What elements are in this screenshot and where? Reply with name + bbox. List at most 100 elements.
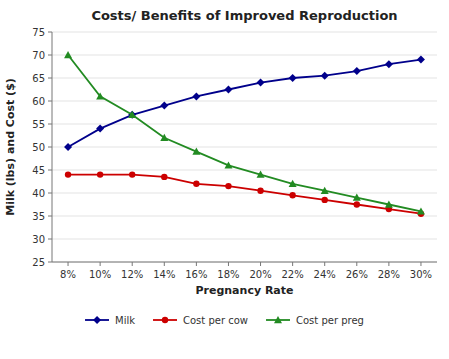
y-tick <box>48 170 52 171</box>
point <box>225 183 231 189</box>
series-group <box>64 51 425 217</box>
point <box>224 161 232 168</box>
point <box>161 174 167 180</box>
grid-line <box>52 216 437 217</box>
y-tick <box>48 239 52 240</box>
legend-label: Cost per cow <box>183 315 248 326</box>
point <box>353 67 361 75</box>
legend-label: Milk <box>115 315 135 326</box>
x-tick <box>324 262 325 266</box>
grid-line <box>52 147 437 148</box>
point <box>64 143 72 151</box>
point <box>160 134 168 141</box>
point <box>417 56 425 64</box>
x-tick-label: 18% <box>217 269 239 280</box>
x-tick-label: 10% <box>89 269 111 280</box>
y-ticks: 2530354045505560657075 <box>32 27 52 268</box>
y-tick-label: 25 <box>32 257 45 268</box>
y-tick <box>48 262 52 263</box>
point <box>96 92 104 99</box>
y-tick-label: 60 <box>32 96 45 107</box>
point <box>192 92 200 100</box>
point <box>385 201 393 208</box>
point <box>128 111 136 118</box>
legend-item: Cost per preg <box>266 315 364 326</box>
point <box>353 194 361 201</box>
y-tick-label: 75 <box>32 27 45 38</box>
point <box>96 125 104 133</box>
x-tick-label: 22% <box>282 269 304 280</box>
grid-line <box>52 193 437 194</box>
x-tick <box>68 262 69 266</box>
y-axis-label: Milk (lbs) and Cost ($) <box>4 78 17 216</box>
x-tick <box>292 262 293 266</box>
point <box>417 207 425 214</box>
point <box>289 74 297 82</box>
y-tick <box>48 147 52 148</box>
point <box>128 111 136 119</box>
y-tick-label: 50 <box>32 142 45 153</box>
legend-item: Cost per cow <box>153 315 248 326</box>
x-tick-label: 30% <box>410 269 432 280</box>
x-tick <box>228 262 229 266</box>
point <box>64 51 72 58</box>
series <box>64 51 425 215</box>
line <box>68 175 421 214</box>
x-tick <box>196 262 197 266</box>
point <box>289 192 295 198</box>
series <box>65 171 424 216</box>
series <box>64 56 425 151</box>
x-tick-label: 26% <box>346 269 368 280</box>
point <box>321 72 329 80</box>
x-tick-label: 14% <box>153 269 175 280</box>
grid-line <box>52 55 437 56</box>
y-tick <box>48 55 52 56</box>
line <box>68 60 421 147</box>
legend-marker <box>274 316 282 323</box>
y-tick-label: 55 <box>32 119 45 130</box>
point <box>97 171 103 177</box>
x-tick <box>388 262 389 266</box>
point <box>257 188 263 194</box>
x-tick-label: 16% <box>185 269 207 280</box>
grid <box>52 32 437 262</box>
x-tick <box>356 262 357 266</box>
grid-line <box>52 78 437 79</box>
grid-line <box>52 32 437 33</box>
y-tick <box>48 216 52 217</box>
x-tick-label: 28% <box>378 269 400 280</box>
title: Costs/ Benefits of Improved Reproduction <box>91 8 397 23</box>
x-axis-label: Pregnancy Rate <box>195 284 293 297</box>
y-tick-label: 65 <box>32 73 45 84</box>
x-ticks: 8%10%12%14%16%18%20%22%24%26%28%30% <box>60 262 432 280</box>
y-tick <box>48 101 52 102</box>
legend-marker <box>162 317 168 323</box>
y-tick-label: 70 <box>32 50 45 61</box>
point <box>321 187 329 194</box>
point <box>192 148 200 155</box>
point <box>257 79 265 87</box>
y-tick <box>48 78 52 79</box>
x-tick <box>260 262 261 266</box>
chart: Costs/ Benefits of Improved Reproduction… <box>0 0 449 359</box>
x-tick <box>100 262 101 266</box>
x-tick <box>164 262 165 266</box>
legend-label: Cost per preg <box>296 315 364 326</box>
line <box>68 55 421 211</box>
x-tick-label: 20% <box>249 269 271 280</box>
x-tick <box>420 262 421 266</box>
y-tick-label: 30 <box>32 234 45 245</box>
grid-line <box>52 262 437 263</box>
point <box>224 86 232 94</box>
x-tick-label: 12% <box>121 269 143 280</box>
legend-item: Milk <box>85 315 135 326</box>
grid-line <box>52 239 437 240</box>
point <box>65 171 71 177</box>
legend: Milk Cost per cow Cost per preg <box>85 315 364 326</box>
x-tick <box>132 262 133 266</box>
point <box>322 197 328 203</box>
x-tick-label: 24% <box>314 269 336 280</box>
point <box>193 181 199 187</box>
point <box>385 60 393 68</box>
y-tick <box>48 193 52 194</box>
